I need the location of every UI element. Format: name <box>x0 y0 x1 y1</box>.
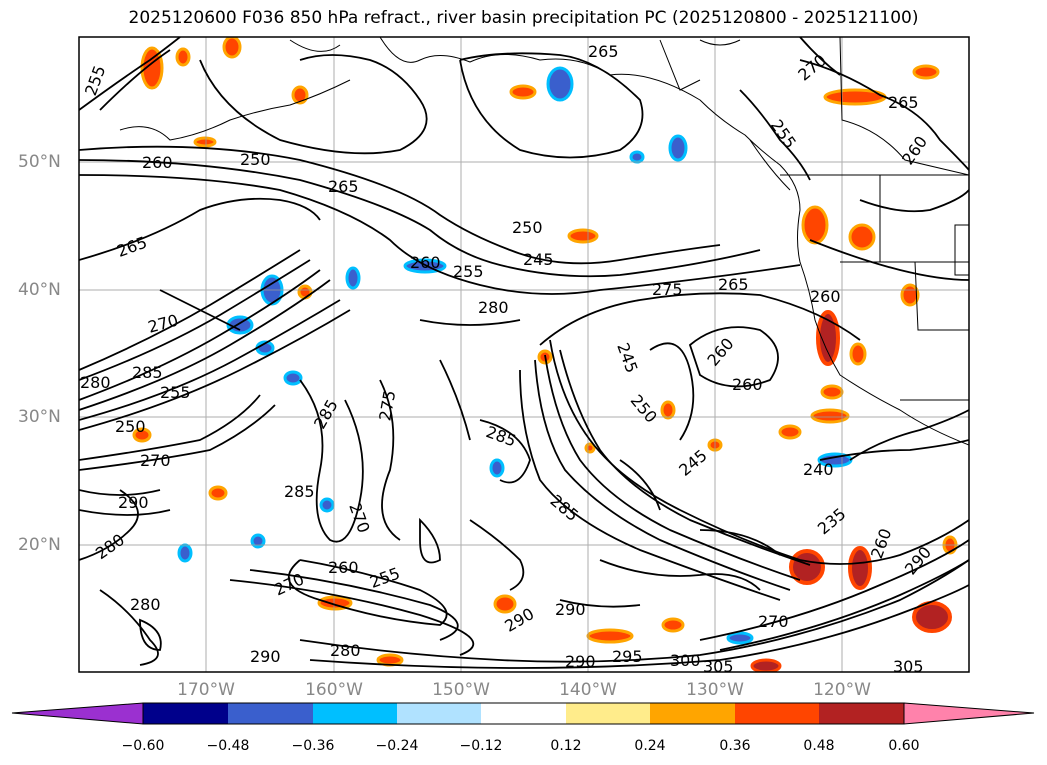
colorbar-low-extend <box>11 702 144 725</box>
lat-label: 20°N <box>18 535 61 555</box>
colorbar-segment <box>735 703 819 724</box>
colorbar-segment <box>397 703 481 724</box>
contour-label: 255 <box>453 262 484 281</box>
contour-label: 270 <box>140 451 171 470</box>
contour-label: 255 <box>367 564 402 592</box>
contour-label: 265 <box>718 275 749 294</box>
contour-label: 260 <box>898 132 931 168</box>
negative-anomaly-regions <box>177 66 853 645</box>
colorbar-segment <box>650 703 735 724</box>
colorbar-tick-label: 0.12 <box>550 738 582 754</box>
contour-label: 270 <box>758 612 789 631</box>
lon-label: 160°W <box>305 680 363 700</box>
colorbar-segment <box>819 703 904 724</box>
colorbar-segment <box>143 703 228 724</box>
contour-label: 265 <box>328 177 359 196</box>
contour-label: 255 <box>160 383 191 402</box>
contour-label: 260 <box>328 558 359 577</box>
contour-label: 255 <box>767 116 800 152</box>
contour-label: 300 <box>670 651 701 670</box>
colorbar-tick-label: −0.24 <box>375 738 419 754</box>
refractivity-contours <box>79 37 969 669</box>
contour-label: 280 <box>330 641 361 660</box>
colorbar <box>11 702 1035 725</box>
colorbar-tick-label: −0.48 <box>206 738 250 754</box>
contour-label: 290 <box>555 600 586 619</box>
contour-label: 255 <box>81 63 109 98</box>
lat-label: 40°N <box>18 280 61 300</box>
contour-label: 265 <box>588 42 619 61</box>
contour-label: 260 <box>810 287 841 306</box>
contour-label: 290 <box>565 652 596 671</box>
lon-label: 130°W <box>686 680 744 700</box>
positive-anomaly-regions <box>132 37 958 672</box>
contour-label: 235 <box>814 504 850 538</box>
contour-label: 260 <box>703 334 737 370</box>
contour-label: 305 <box>893 657 924 676</box>
contour-label: 295 <box>612 647 643 666</box>
contour-label: 245 <box>613 340 641 375</box>
contour-label: 265 <box>888 93 919 112</box>
contour-label: 270 <box>794 50 830 84</box>
contour-label: 245 <box>523 250 554 269</box>
lon-label: 170°W <box>177 680 235 700</box>
contour-label: 250 <box>512 218 543 237</box>
contour-label: 270 <box>146 311 180 337</box>
colorbar-tick-label: −0.60 <box>121 738 165 754</box>
colorbar-segment <box>228 703 313 724</box>
lat-label: 50°N <box>18 152 61 172</box>
contour-label: 305 <box>703 657 734 676</box>
contour-label: 250 <box>115 417 146 436</box>
lat-label: 30°N <box>18 407 61 427</box>
colorbar-tick-label: 0.24 <box>634 738 666 754</box>
colorbar-high-extend <box>903 702 1035 725</box>
colorbar-segment <box>566 703 650 724</box>
contour-label: 280 <box>80 373 111 392</box>
contour-label: 290 <box>118 493 149 512</box>
contour-label: 285 <box>547 491 583 525</box>
contour-label: 290 <box>250 647 281 666</box>
contour-label: 265 <box>114 233 149 261</box>
contour-label: 285 <box>484 422 519 450</box>
contour-label: 240 <box>803 460 834 479</box>
contour-label: 280 <box>130 595 161 614</box>
contour-label: 285 <box>132 363 163 382</box>
contour-label: 245 <box>675 446 711 480</box>
map-frame <box>78 36 970 673</box>
colorbar-tick-label: −0.12 <box>459 738 503 754</box>
coastlines <box>119 37 969 446</box>
contour-label: 280 <box>92 530 128 563</box>
contour-label: 250 <box>627 391 661 427</box>
lon-label: 150°W <box>432 680 490 700</box>
lon-label: 120°W <box>813 680 871 700</box>
map-title: 2025120600 F036 850 hPa refract., river … <box>128 8 919 28</box>
contour-label: 250 <box>240 150 271 169</box>
colorbar-tick-label: 0.48 <box>803 738 835 754</box>
colorbar-segment <box>481 703 566 724</box>
contour-label: 260 <box>732 375 763 394</box>
contour-label: 275 <box>652 280 683 299</box>
contour-label: 260 <box>410 253 441 272</box>
contour-label: 260 <box>867 526 895 561</box>
colorbar-segment <box>313 703 397 724</box>
colorbar-tick-label: 0.36 <box>719 738 751 754</box>
contour-label: 260 <box>142 153 173 172</box>
lon-label: 140°W <box>559 680 617 700</box>
contour-label: 285 <box>284 482 315 501</box>
contour-label: 280 <box>478 298 509 317</box>
contour-label: 285 <box>310 396 342 432</box>
colorbar-tick-label: −0.36 <box>291 738 335 754</box>
colorbar-tick-label: 0.60 <box>888 738 920 754</box>
